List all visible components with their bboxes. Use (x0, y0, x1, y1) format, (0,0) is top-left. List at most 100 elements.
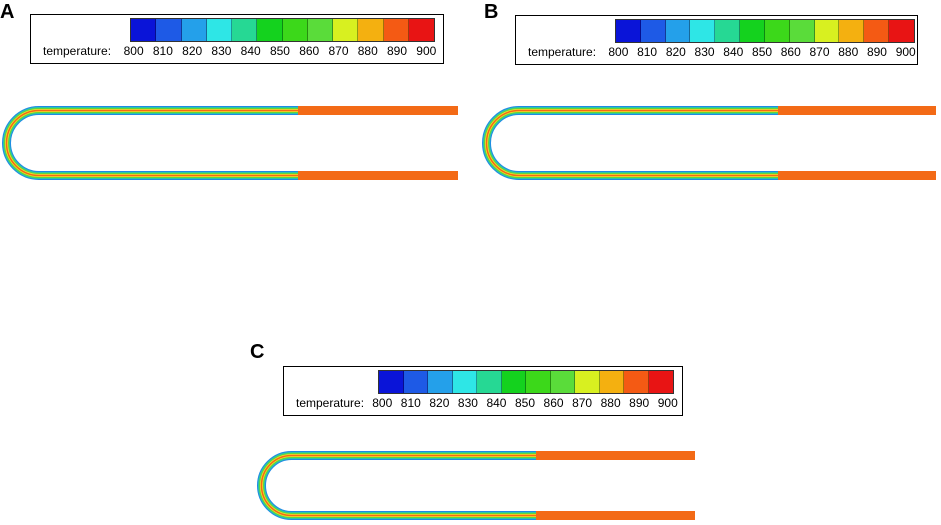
tick-label: 870 (572, 396, 593, 410)
color-swatch (889, 20, 914, 42)
tick-label: 810 (400, 396, 421, 410)
tick-label: 860 (780, 45, 801, 59)
color-swatch (333, 19, 359, 41)
color-swatch (715, 20, 741, 42)
color-swatch (428, 371, 453, 393)
tick-label: 820 (429, 396, 450, 410)
tube-band (5, 109, 300, 177)
tube-band (482, 106, 780, 180)
temperature-legend: temperature: 800 810 820 830 840 850 860 870 880… (283, 366, 683, 416)
tube-hot-section (536, 511, 695, 520)
color-swatch (383, 19, 409, 41)
color-swatch (839, 20, 865, 42)
tick-label: 890 (866, 45, 887, 59)
color-swatch (131, 19, 157, 41)
color-swatch (403, 371, 428, 393)
tick-label: 870 (328, 44, 349, 58)
panel-a: A temperature: 800 810 820 830 840 850 860 870 8… (0, 0, 470, 200)
tube-band (483, 107, 780, 179)
panel-letter: B (484, 1, 499, 23)
color-swatch (690, 20, 716, 42)
color-swatch (599, 371, 624, 393)
color-swatch (408, 19, 434, 41)
tick-label: 850 (514, 396, 536, 410)
tube-band (257, 451, 538, 520)
tube-core (5, 109, 300, 177)
tick-label: 860 (299, 44, 320, 58)
color-scale (378, 370, 674, 394)
color-swatch (257, 19, 283, 41)
color-swatch (526, 371, 551, 393)
tube-hot-section (536, 451, 695, 460)
tube-band (484, 108, 780, 178)
color-swatch (648, 371, 673, 393)
color-swatch (640, 20, 666, 42)
color-swatch (814, 20, 840, 42)
color-swatch (789, 20, 815, 42)
tube-band (485, 109, 780, 177)
color-scale (130, 18, 435, 42)
tube-band (259, 453, 538, 518)
tick-label: 810 (152, 44, 173, 58)
legend-label: temperature: (528, 45, 597, 59)
color-swatch (282, 19, 308, 41)
panel-letter: C (250, 341, 265, 363)
color-swatch (550, 371, 575, 393)
tick-label: 880 (838, 45, 859, 59)
tick-label: 900 (416, 44, 437, 58)
panel-c: C temperature: 800 810 820 830 840 850 860 870 8… (240, 330, 710, 521)
tube-band (4, 108, 300, 178)
color-swatch (740, 20, 765, 42)
tick-label: 820 (182, 44, 203, 58)
color-swatch (477, 371, 502, 393)
tick-label: 840 (723, 45, 744, 59)
tick-label: 820 (665, 45, 686, 59)
tick-label: 850 (752, 45, 773, 59)
legend-label: temperature: (43, 44, 112, 58)
color-swatch (501, 371, 526, 393)
tube-band (2, 106, 300, 180)
tick-label: 890 (629, 396, 650, 410)
color-swatch (206, 19, 232, 41)
color-swatch (156, 19, 182, 41)
tick-label: 830 (694, 45, 715, 59)
panel-b: B temperature: 800 810 820 830 840 850 860 870 8… (470, 0, 941, 200)
tick-label: 860 (543, 396, 564, 410)
color-swatch (864, 20, 890, 42)
tube-hot-section (778, 171, 936, 180)
tick-label: 870 (809, 45, 830, 59)
tick-label: 890 (387, 44, 408, 58)
temperature-legend: temperature: 800 810 820 830 840 850 860 870 880… (30, 14, 444, 64)
color-swatch (307, 19, 333, 41)
color-scale (615, 19, 915, 43)
tube-band (3, 107, 300, 179)
tick-label: 830 (457, 396, 478, 410)
color-swatch (358, 19, 384, 41)
tube-band (260, 454, 538, 517)
tick-label: 850 (269, 44, 290, 58)
tick-labels: 800 810 820 830 840 850 860 870 880 890 900 (368, 396, 682, 410)
color-swatch (665, 20, 691, 42)
u-tube-contour (482, 106, 936, 180)
tick-label: 880 (357, 44, 378, 58)
color-swatch (624, 371, 649, 393)
color-swatch (764, 20, 790, 42)
u-tube-contour (257, 451, 695, 520)
legend-label: temperature: (296, 396, 365, 410)
tick-label: 840 (240, 44, 261, 58)
tube-band (258, 452, 538, 519)
tube-hot-section (298, 106, 458, 115)
temperature-legend: temperature: 800 810 820 830 840 850 860 870 880… (515, 15, 918, 65)
color-swatch (232, 19, 258, 41)
tube-core (260, 454, 538, 517)
u-tube-contour (2, 106, 458, 180)
tick-label: 880 (600, 396, 621, 410)
tick-label: 810 (637, 45, 658, 59)
tick-label: 800 (372, 396, 393, 410)
tick-label: 840 (486, 396, 507, 410)
tick-label: 900 (895, 45, 916, 59)
tube-core (485, 109, 780, 177)
tick-label: 800 (123, 44, 144, 58)
tick-labels: 800 810 820 830 840 850 860 870 880 890 900 (119, 44, 441, 58)
tick-label: 900 (657, 396, 678, 410)
